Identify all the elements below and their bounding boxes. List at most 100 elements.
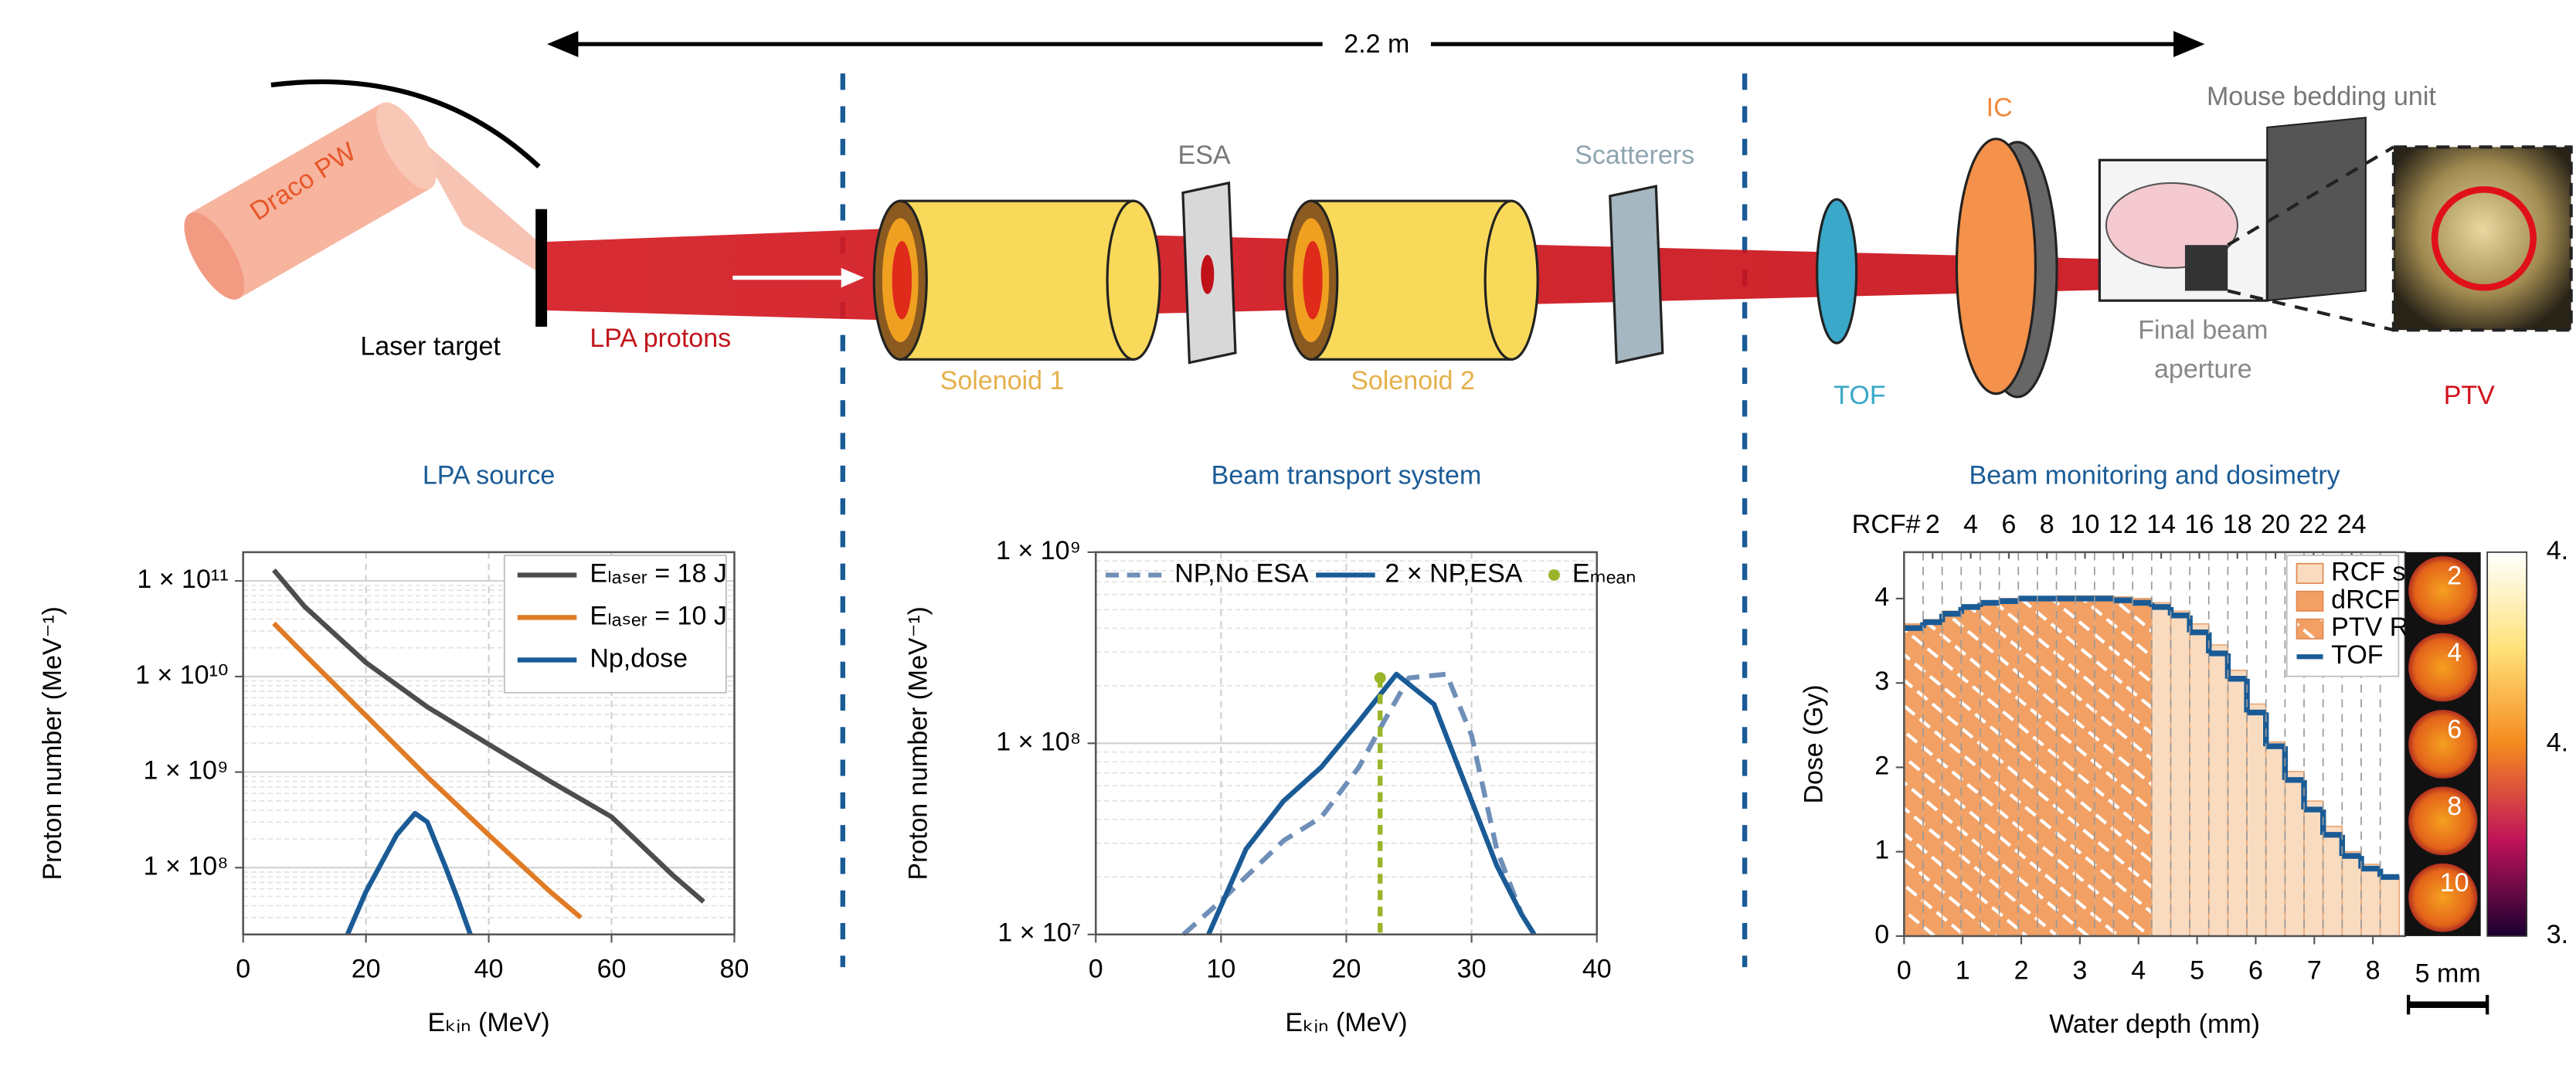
x-axis-label: Water depth (mm) bbox=[2049, 1010, 2260, 1039]
dose-bar bbox=[2132, 598, 2153, 937]
x-tick-label: 20 bbox=[1332, 954, 1361, 983]
film-image bbox=[2408, 633, 2478, 702]
y-axis-label: Dose (Gy) bbox=[1799, 684, 1828, 803]
x-tick-label: 0 bbox=[1897, 955, 1912, 985]
plot-frame bbox=[1094, 551, 1599, 936]
top-tick-label: 20 bbox=[2261, 510, 2290, 539]
film-label: 2 bbox=[2447, 562, 2462, 591]
y-tick-label: 2 bbox=[1874, 751, 1889, 780]
x-tick-label: 5 bbox=[2190, 955, 2204, 985]
chart-title: Beam transport system bbox=[1212, 461, 1482, 490]
y-tick-label: 1 × 10⁷ bbox=[997, 918, 1081, 948]
x-tick-label: 10 bbox=[1206, 954, 1235, 983]
scale-bar-label: 5 mm bbox=[2415, 959, 2481, 989]
top-tick-label: 4 bbox=[1963, 510, 1978, 539]
dose-bar bbox=[2284, 771, 2305, 937]
aperture-label: Final beam bbox=[2138, 315, 2268, 344]
colorbar-label: 4. bbox=[2547, 536, 2568, 565]
y-axis-label: Proton number (MeV⁻¹) bbox=[38, 606, 67, 880]
plot-frame bbox=[242, 551, 736, 936]
dose-bar bbox=[2360, 864, 2381, 937]
mouse-unit-label: Mouse bedding unit bbox=[2207, 82, 2436, 111]
legend-label: dRCF bbox=[2331, 585, 2400, 614]
y-tick-label: 1 × 10¹¹ bbox=[137, 565, 228, 594]
y-tick-label: 1 × 10⁹ bbox=[143, 756, 228, 786]
legend-label: Np,dose bbox=[590, 643, 688, 673]
y-tick-label: 1 × 10⁸ bbox=[144, 851, 229, 881]
ion-chamber bbox=[1955, 137, 2058, 399]
x-axis-label: Eₖᵢₙ (MeV) bbox=[428, 1008, 550, 1037]
top-tick-label: 12 bbox=[2109, 510, 2138, 539]
top-tick-label: 24 bbox=[2337, 510, 2367, 539]
tof-label: TOF bbox=[1833, 381, 1885, 410]
beam-arrow-head bbox=[841, 267, 865, 288]
dose-bar bbox=[2075, 595, 2095, 937]
x-tick-label: 2 bbox=[2014, 955, 2029, 985]
colorbar-label: 4. bbox=[2547, 728, 2568, 757]
dose-bar bbox=[2379, 876, 2401, 937]
film-image bbox=[2408, 556, 2478, 625]
data-line bbox=[271, 568, 705, 904]
top-tick-label: 6 bbox=[2001, 510, 2016, 539]
y-axis-label: Proton number (MeV⁻¹) bbox=[904, 606, 933, 880]
x-tick-label: 40 bbox=[474, 954, 504, 983]
y-tick-label: 0 bbox=[1874, 920, 1889, 949]
dose-bar bbox=[2112, 596, 2134, 937]
top-tick-label: 14 bbox=[2146, 510, 2176, 539]
x-tick-label: 60 bbox=[597, 954, 627, 983]
legend-swatch bbox=[2296, 618, 2324, 640]
dose-bar bbox=[2207, 644, 2229, 937]
x-tick-label: 30 bbox=[1457, 954, 1487, 983]
dose-bar bbox=[2322, 826, 2343, 937]
mean-marker bbox=[1374, 672, 1386, 684]
film-label: 4 bbox=[2447, 638, 2462, 667]
film-label: 8 bbox=[2447, 792, 2462, 821]
solenoid bbox=[1283, 199, 1539, 361]
x-axis-label: Eₖᵢₙ (MeV) bbox=[1285, 1008, 1407, 1037]
solenoid-label: Solenoid 2 bbox=[1351, 366, 1475, 395]
x-tick-label: 1 bbox=[1956, 955, 1970, 985]
dose-bar bbox=[2265, 741, 2286, 937]
legend-label: Eₗₐₛₑᵣ = 18 J bbox=[590, 559, 727, 589]
legend-label: Eₘₑₐₙ bbox=[1572, 559, 1636, 589]
aperture-label: aperture bbox=[2154, 355, 2252, 384]
esa bbox=[1181, 181, 1237, 365]
data-line bbox=[345, 810, 473, 936]
legend-label: Eₗₐₛₑᵣ = 10 J bbox=[590, 602, 727, 631]
solenoid bbox=[872, 199, 1161, 361]
dose-bar bbox=[1998, 598, 2020, 937]
legend-label: 2 × NP,ESA bbox=[1385, 559, 1522, 589]
ptv-label: PTV bbox=[2444, 381, 2496, 410]
film-label: 6 bbox=[2447, 715, 2462, 745]
top-tick-label: 2 bbox=[1925, 510, 1940, 539]
top-tick-label: 22 bbox=[2299, 510, 2328, 539]
dose-bar bbox=[1960, 606, 1981, 937]
x-tick-label: 6 bbox=[2248, 955, 2263, 985]
data-line bbox=[1206, 671, 1537, 936]
esa-label: ESA bbox=[1178, 141, 1231, 170]
y-tick-label: 1 × 10⁹ bbox=[996, 536, 1081, 565]
x-tick-label: 4 bbox=[2131, 955, 2146, 985]
data-line bbox=[1181, 671, 1524, 937]
x-tick-label: 40 bbox=[1582, 954, 1612, 983]
scatterers bbox=[1609, 185, 1664, 365]
solenoid-label: Solenoid 1 bbox=[940, 366, 1065, 395]
colorbar-label: 3. bbox=[2547, 920, 2568, 949]
ic-label: IC bbox=[1986, 93, 2013, 123]
film-image bbox=[2408, 709, 2478, 779]
top-tick-label: 16 bbox=[2185, 510, 2214, 539]
top-tick-label: 8 bbox=[2040, 510, 2054, 539]
film-image bbox=[2408, 786, 2478, 856]
x-tick-label: 0 bbox=[1089, 954, 1103, 983]
film-image bbox=[2408, 863, 2478, 932]
legend-label: NP,No ESA bbox=[1174, 559, 1309, 589]
dose-bar bbox=[1903, 623, 1924, 937]
top-tick-label: 18 bbox=[2223, 510, 2252, 539]
laser bbox=[184, 79, 548, 327]
y-tick-label: 3 bbox=[1874, 667, 1889, 696]
protons-label: LPA protons bbox=[590, 324, 731, 353]
dose-bar bbox=[2055, 595, 2077, 937]
ptv-image bbox=[2391, 145, 2573, 332]
legend-box bbox=[503, 555, 727, 694]
